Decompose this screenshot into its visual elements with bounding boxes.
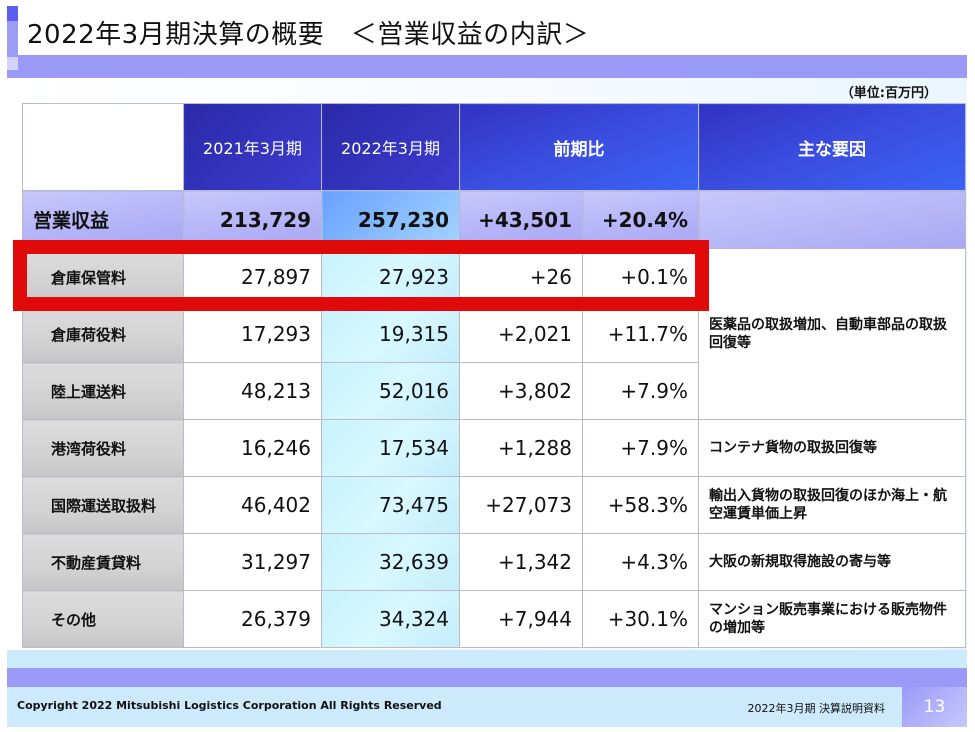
row-pct: +58.3%: [582, 476, 699, 534]
title-underline-bar-left: [7, 70, 18, 78]
total-pct: +20.4%: [582, 190, 699, 249]
unit-note: （単位:百万円）: [840, 86, 937, 101]
footer: [7, 687, 902, 727]
row-diff: +1,288: [459, 419, 583, 477]
header-fy2021: 2021年3月期: [183, 103, 322, 191]
row-pct: +4.3%: [582, 533, 699, 591]
content-background-bottom: [7, 650, 967, 668]
row-diff: +1,342: [459, 533, 583, 591]
row-fy2021: 17,293: [183, 305, 322, 363]
row-fy2022: 34,324: [321, 590, 460, 648]
title-accent-square-light: [7, 57, 18, 70]
row-label: 港湾荷役料: [22, 419, 184, 477]
header-blank-cell: [22, 103, 184, 191]
row-fy2022: 32,639: [321, 533, 460, 591]
total-reason: [698, 190, 966, 249]
row-fy2022: 19,315: [321, 305, 460, 363]
row-fy2022: 73,475: [321, 476, 460, 534]
row-pct: +7.9%: [582, 362, 699, 420]
row-diff: +27,073: [459, 476, 583, 534]
row-fy2022: 27,923: [321, 248, 460, 306]
row-pct: +0.1%: [582, 248, 699, 306]
header-reasons: 主な要因: [698, 103, 966, 191]
reason-port: コンテナ貨物の取扱回復等: [698, 419, 966, 477]
row-diff: +26: [459, 248, 583, 306]
header-yoy: 前期比: [459, 103, 699, 191]
row-label: 陸上運送料: [22, 362, 184, 420]
total-diff: +43,501: [459, 190, 583, 249]
document-name: 2022年3月期 決算説明資料: [747, 702, 886, 715]
table-row: 倉庫保管料 27,897 27,923 +26 +0.1% 医薬品の取扱増加、自…: [22, 248, 966, 420]
table-header-row: 2021年3月期 2022年3月期 前期比 主な要因: [22, 103, 966, 191]
row-fy2021: 26,379: [183, 590, 322, 648]
row-pct: +11.7%: [582, 305, 699, 363]
total-row: 営業収益 213,729 257,230 +43,501 +20.4%: [22, 190, 966, 249]
row-diff: +2,021: [459, 305, 583, 363]
table-row: 陸上運送料 48,213 52,016 +3,802 +7.9%: [22, 362, 966, 420]
title-accent-square-dark: [7, 6, 18, 21]
page-title: 2022年3月期決算の概要 ＜営業収益の内訳＞: [27, 20, 590, 50]
row-label: その他: [22, 590, 184, 648]
reason-other: マンション販売事業における販売物件の増加等: [698, 590, 966, 648]
row-fy2022: 17,534: [321, 419, 460, 477]
title-accent-square-mid: [7, 21, 18, 57]
row-label: 倉庫荷役料: [22, 305, 184, 363]
reason-real-estate: 大阪の新規取得施設の寄与等: [698, 533, 966, 591]
revenue-breakdown-table: 2021年3月期 2022年3月期 前期比 主な要因 営業収益 213,729 …: [22, 103, 966, 648]
row-pct: +7.9%: [582, 419, 699, 477]
copyright-text: Copyright 2022 Mitsubishi Logistics Corp…: [17, 699, 442, 712]
row-diff: +7,944: [459, 590, 583, 648]
total-fy2022: 257,230: [321, 190, 460, 249]
row-label: 倉庫保管料: [22, 248, 184, 306]
row-fy2022: 52,016: [321, 362, 460, 420]
table-row: 倉庫荷役料 17,293 19,315 +2,021 +11.7%: [22, 305, 966, 363]
row-label: 国際運送取扱料: [22, 476, 184, 534]
page-number: 13: [902, 687, 967, 727]
total-label: 営業収益: [22, 190, 184, 249]
row-fy2021: 27,897: [183, 248, 322, 306]
reason-international: 輸出入貨物の取扱回復のほか海上・航空運賃単価上昇: [698, 476, 966, 534]
row-fy2021: 48,213: [183, 362, 322, 420]
row-fy2021: 31,297: [183, 533, 322, 591]
title-underline-bar: [18, 55, 967, 78]
row-fy2021: 16,246: [183, 419, 322, 477]
row-fy2021: 46,402: [183, 476, 322, 534]
table-row: 不動産賃貸料 31,297 32,639 +1,342 +4.3% 大阪の新規取…: [22, 533, 966, 591]
row-pct: +30.1%: [582, 590, 699, 648]
row-diff: +3,802: [459, 362, 583, 420]
header-fy2022: 2022年3月期: [321, 103, 460, 191]
footer-band: [7, 668, 967, 687]
table-row: 国際運送取扱料 46,402 73,475 +27,073 +58.3% 輸出入…: [22, 476, 966, 534]
reason-warehouse-group: 医薬品の取扱増加、自動車部品の取扱回復等: [698, 248, 966, 420]
table-row: その他 26,379 34,324 +7,944 +30.1% マンション販売事…: [22, 590, 966, 648]
total-fy2021: 213,729: [183, 190, 322, 249]
row-label: 不動産賃貸料: [22, 533, 184, 591]
table-row: 港湾荷役料 16,246 17,534 +1,288 +7.9% コンテナ貨物の…: [22, 419, 966, 477]
